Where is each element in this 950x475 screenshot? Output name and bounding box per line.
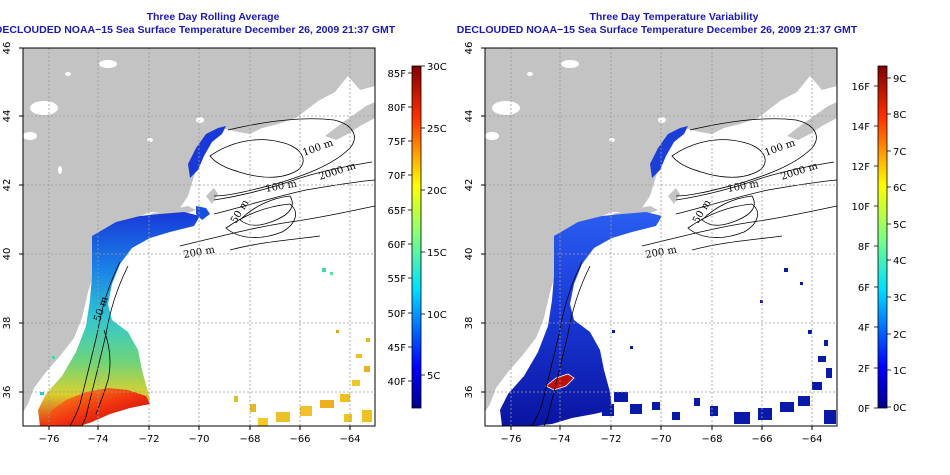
colorbar-label-c: 20C [427, 186, 447, 197]
land-mass [23, 48, 375, 412]
y-tick-label: 40 [464, 248, 475, 261]
colorbar-label-f: 16F [852, 82, 871, 93]
x-tick-label: −72 [138, 434, 159, 445]
var-gulf-maine-strip [650, 126, 688, 178]
colorbar-label-c: 4C [893, 256, 906, 267]
x-tick-label: −70 [188, 434, 209, 445]
x-tick-label: −72 [600, 434, 621, 445]
land-cape-cod [206, 188, 218, 204]
colorbar-label-f: 10F [852, 202, 871, 213]
colorbar-label-f: 8F [858, 242, 870, 253]
y-tick-label: 36 [2, 386, 13, 399]
colorbar-label-f: 60F [388, 240, 407, 251]
panel-average: Three Day Rolling Average DECLOUDED NOAA… [0, 11, 447, 445]
colorbar-label-f: 45F [388, 343, 407, 354]
colorbar-label-f: 85F [388, 69, 407, 80]
x-tick-label: −66 [289, 434, 310, 445]
colorbar-label-c: 10C [427, 310, 447, 321]
colorbar-label-f: 75F [388, 137, 407, 148]
var-offshore-scatter [602, 268, 836, 424]
x-tick-label: −74 [87, 434, 108, 445]
x-tick-label: −66 [751, 434, 772, 445]
colorbar-label-c: 2C [893, 330, 906, 341]
bathymetry-contours [69, 118, 375, 426]
colorbar-label-f: 2F [858, 364, 870, 375]
var-hotspot [545, 373, 575, 391]
colorbar-label-c: 3C [893, 293, 906, 304]
y-tick-label: 42 [464, 179, 475, 192]
panel-title: Three Day Temperature Variability [589, 11, 758, 23]
colorbar: 16F 14F 12F 10F 8F 6F 4F 2F 0F 9C 8C 7C … [852, 65, 906, 415]
colorbar-label-f: 14F [852, 122, 871, 133]
sst-offshore-scatter [40, 268, 372, 426]
colorbar-label-c: 9C [893, 74, 906, 85]
y-tick-label: 44 [464, 110, 475, 123]
colorbar-label-c: 0C [893, 403, 906, 414]
x-tick-label: −70 [650, 434, 671, 445]
graticule [23, 48, 375, 426]
graticule [485, 48, 837, 426]
bathymetry-contours [531, 118, 837, 426]
y-tick-label: 36 [464, 386, 475, 399]
colorbar-label-f: 4F [858, 323, 870, 334]
x-tick-label: −68 [239, 434, 260, 445]
colorbar-label-f: 6F [858, 283, 870, 294]
colorbar-label-f: 0F [858, 404, 870, 415]
colorbar-label-c: 30C [427, 62, 447, 73]
y-tick-label: 46 [464, 42, 475, 55]
panel-variability: Three Day Temperature Variability DECLOU… [457, 11, 907, 445]
sst-shelf-main [38, 212, 200, 426]
y-tick-label: 38 [2, 317, 13, 330]
colorbar-label-c: 5C [427, 371, 440, 382]
colorbar-label-f: 50F [388, 309, 407, 320]
y-tick-label: 42 [2, 179, 13, 192]
colorbar-label-f: 40F [388, 377, 407, 388]
colorbar-label-c: 15C [427, 248, 447, 259]
colorbar-label-f: 80F [388, 103, 407, 114]
colorbar-label-c: 6C [893, 183, 906, 194]
y-tick-label: 38 [464, 317, 475, 330]
x-axis [48, 426, 351, 430]
x-tick-label: −74 [549, 434, 570, 445]
x-tick-label: −76 [500, 434, 521, 445]
colorbar-label-f: 55F [388, 274, 407, 285]
y-tick-label: 40 [2, 248, 13, 261]
colorbar-label-f: 65F [388, 206, 407, 217]
colorbar-label-c: 25C [427, 124, 447, 135]
panel-subtitle: DECLOUDED NOAA−15 Sea Surface Temperatur… [457, 24, 858, 36]
land-cape-cod [668, 188, 680, 204]
colorbar-label-f: 70F [388, 171, 407, 182]
colorbar-label-f: 12F [852, 162, 871, 173]
y-tick-label: 46 [2, 42, 13, 55]
x-axis [510, 426, 813, 430]
y-axis [481, 47, 485, 393]
y-axis [19, 47, 23, 393]
colorbar-label-c: 8C [893, 110, 906, 121]
x-tick-label: −68 [701, 434, 722, 445]
x-tick-label: −64 [339, 434, 360, 445]
sst-gulfstream-hot [44, 388, 150, 426]
x-tick-label: −76 [38, 434, 59, 445]
x-tick-label: −64 [801, 434, 822, 445]
colorbar-label-c: 1C [893, 366, 906, 377]
colorbar-label-c: 5C [893, 220, 906, 231]
land-mass [485, 48, 837, 412]
panel-title: Three Day Rolling Average [147, 11, 280, 23]
y-tick-label: 44 [2, 110, 13, 123]
var-shelf-main [500, 212, 662, 426]
map-frame: 100 m 2000 m 100 m 50 m 200 m 50 m [22, 47, 376, 427]
map-frame: 100 m 2000 m 100 m 50 m 200 m [484, 47, 838, 427]
panel-subtitle: DECLOUDED NOAA−15 Sea Surface Temperatur… [0, 24, 396, 36]
sst-gulf-maine-strip [188, 126, 226, 178]
colorbar: 85F 80F 75F 70F 65F 60F 55F 50F 45F 40F … [388, 62, 447, 409]
colorbar-label-c: 7C [893, 147, 906, 158]
